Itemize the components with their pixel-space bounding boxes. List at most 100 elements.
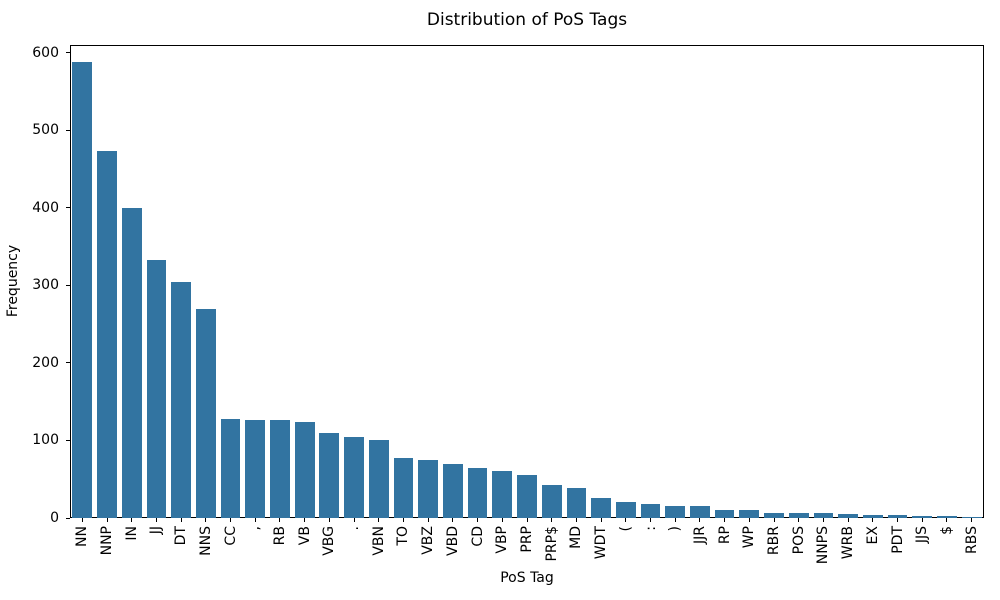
x-tick-mark — [650, 518, 651, 522]
x-tick-mark — [279, 518, 281, 522]
bar-RB — [270, 419, 290, 518]
x-tick-mark — [897, 518, 899, 522]
x-tick-mark — [674, 518, 676, 522]
y-tick-label: 100 — [32, 432, 59, 449]
x-tick-label: $ — [938, 526, 955, 535]
bar-WRB — [838, 514, 858, 518]
bar-PRP — [517, 475, 537, 518]
x-tick-label: . — [346, 526, 363, 531]
bar-IN — [121, 207, 142, 518]
bar-PRP$ — [541, 484, 562, 518]
x-tick-label: WRB — [840, 526, 857, 560]
bar-VBZ — [418, 459, 439, 518]
x-tick-label: VB — [296, 526, 313, 546]
x-tick-mark — [551, 518, 553, 522]
x-tick-mark — [402, 518, 404, 522]
bar-NNPS — [813, 513, 834, 518]
x-tick-label: NN — [74, 526, 91, 547]
x-tick-label: NNP — [99, 526, 116, 556]
x-tick-label: : — [642, 526, 659, 531]
bar-VB — [294, 421, 315, 518]
x-tick-label: POS — [790, 526, 807, 555]
x-tick-mark — [872, 518, 874, 522]
y-tick-mark — [66, 52, 70, 54]
bar-WP — [739, 510, 760, 518]
x-tick-label: JJR — [691, 526, 708, 544]
x-tick-label: RB — [271, 526, 288, 546]
y-tick-mark — [66, 207, 70, 209]
x-tick-label: EX — [864, 526, 881, 545]
bar-( — [615, 502, 636, 518]
x-tick-mark — [452, 518, 454, 522]
x-tick-label: RBR — [766, 526, 783, 556]
x-tick-mark — [724, 518, 726, 522]
x-tick-mark — [798, 518, 800, 522]
bar-RBR — [764, 512, 784, 518]
x-tick-mark — [155, 518, 157, 522]
y-tick-label: 500 — [32, 122, 59, 139]
x-tick-mark — [205, 518, 207, 522]
bar-. — [344, 437, 364, 518]
bar-PDT — [887, 514, 908, 518]
x-tick-label: WP — [741, 526, 758, 549]
x-tick-mark — [971, 518, 973, 522]
bar-POS — [788, 513, 809, 518]
bar-) — [665, 505, 686, 518]
x-tick-mark — [600, 518, 602, 522]
x-tick-mark — [477, 518, 479, 522]
x-tick-label: RP — [716, 526, 733, 545]
y-tick-label: 200 — [32, 354, 59, 371]
bar-NN — [72, 62, 93, 518]
x-tick-label: JJS — [914, 526, 931, 544]
x-tick-mark — [748, 518, 750, 522]
y-tick-label: 400 — [32, 199, 59, 216]
bar-VBG — [319, 433, 340, 518]
bar-DT — [171, 282, 192, 518]
bar-VBD — [443, 463, 463, 518]
x-tick-label: ( — [617, 526, 634, 532]
bar-$ — [937, 515, 957, 518]
x-tick-mark — [254, 518, 256, 522]
x-tick-mark — [575, 518, 577, 522]
x-tick-label: DT — [173, 526, 190, 546]
y-tick-mark — [66, 517, 70, 519]
x-tick-mark — [822, 518, 824, 522]
bar-VBN — [368, 439, 389, 518]
x-tick-label: CD — [469, 526, 486, 547]
x-tick-mark — [946, 518, 948, 522]
x-tick-mark — [131, 518, 133, 522]
bar-, — [245, 419, 266, 518]
x-tick-mark — [699, 518, 701, 522]
x-axis-label: PoS Tag — [500, 570, 554, 586]
bar-TO — [393, 458, 414, 518]
x-tick-mark — [921, 518, 923, 522]
x-tick-mark — [81, 518, 83, 522]
x-tick-mark — [501, 518, 503, 522]
x-tick-mark — [526, 518, 528, 522]
y-tick-label: 0 — [50, 510, 59, 526]
bar-NNP — [97, 151, 117, 518]
x-tick-label: VBZ — [420, 526, 437, 555]
x-tick-label: VBD — [444, 526, 461, 556]
x-tick-label: MD — [568, 526, 585, 549]
y-tick-label: 300 — [32, 277, 59, 294]
x-tick-label: CC — [222, 526, 239, 546]
x-tick-label: VBN — [370, 526, 387, 556]
x-tick-mark — [180, 518, 182, 522]
x-tick-mark — [328, 518, 330, 522]
x-tick-label: IN — [123, 526, 140, 541]
x-tick-label: VBG — [321, 526, 338, 556]
y-tick-mark — [66, 439, 70, 441]
x-tick-mark — [304, 518, 306, 522]
x-tick-mark — [353, 518, 355, 522]
bar-: — [640, 504, 661, 518]
x-tick-label: , — [247, 526, 264, 531]
y-tick-mark — [66, 362, 70, 364]
x-tick-label: JJ — [148, 526, 165, 535]
bar-CC — [220, 418, 241, 518]
x-tick-label: ) — [667, 526, 684, 532]
bar-JJS — [912, 515, 933, 518]
x-tick-label: TO — [395, 526, 412, 546]
bar-JJR — [690, 506, 710, 518]
